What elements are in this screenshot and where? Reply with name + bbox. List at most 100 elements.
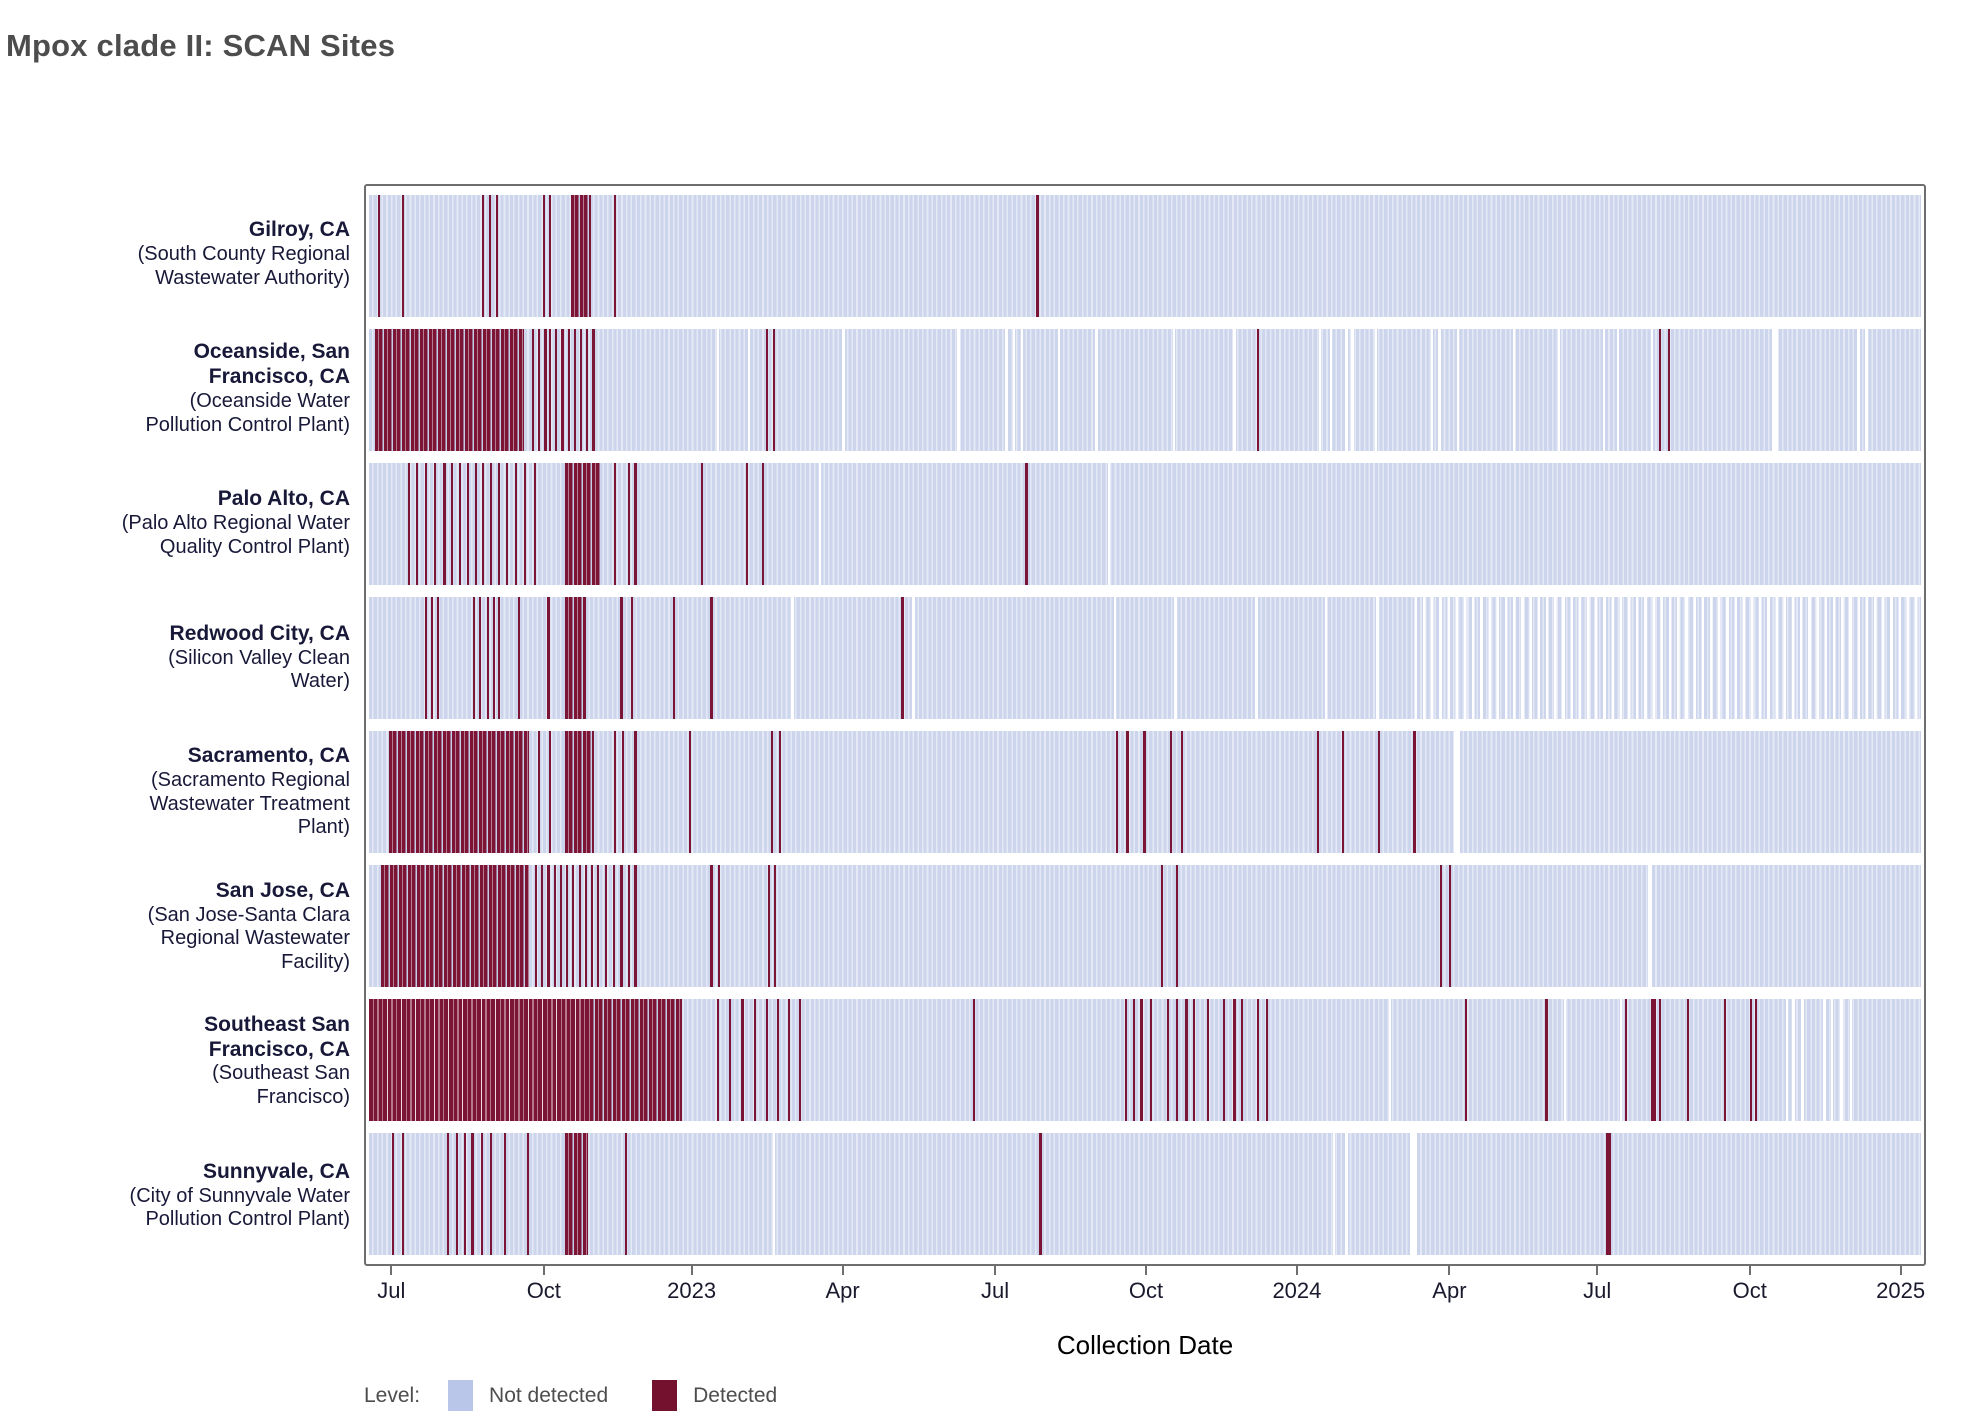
- detected-strip: [542, 195, 545, 317]
- detected-strip: [628, 865, 631, 987]
- detected-strip: [1143, 731, 1146, 853]
- detected-block: [586, 999, 683, 1121]
- site-label: Southeast San Francisco, CA (Southeast San…: [0, 1000, 350, 1123]
- detected-strip: [1176, 999, 1179, 1121]
- detected-strip: [778, 731, 781, 853]
- site-row-band: [369, 597, 1921, 719]
- detected-strip: [1317, 731, 1320, 853]
- legend-item: Detected: [652, 1380, 777, 1411]
- no-sample-gap: [1823, 999, 1826, 1121]
- site-row-band: [369, 329, 1921, 451]
- site-facility: (Southeast San: [212, 1062, 350, 1085]
- detected-strip: [538, 329, 541, 451]
- legend-swatch: [652, 1380, 678, 1411]
- x-axis-tick-label: Apr: [825, 1278, 860, 1303]
- site-city: Francisco, CA: [208, 1037, 350, 1061]
- no-sample-gap: [1830, 999, 1834, 1121]
- detected-strip: [621, 731, 625, 853]
- no-sample-gap: [1376, 597, 1379, 719]
- no-sample-gap: [1318, 329, 1322, 451]
- detected-strip: [1124, 999, 1127, 1121]
- x-axis-tick: [690, 1266, 693, 1275]
- site-row-band: [369, 463, 1921, 585]
- site-city: San Jose, CA: [215, 878, 350, 902]
- no-sample-gap: [1792, 999, 1795, 1121]
- legend-item-label: Not detected: [489, 1383, 609, 1407]
- detected-strip: [1115, 731, 1118, 853]
- detected-strip: [634, 731, 637, 853]
- no-sample-gap: [1512, 329, 1516, 451]
- detected-strip: [424, 597, 428, 719]
- detected-strip: [1668, 329, 1671, 451]
- x-axis-tick: [1748, 1266, 1751, 1275]
- detected-strip: [631, 597, 634, 719]
- site-row-band: [369, 865, 1921, 987]
- no-sample-gap: [1005, 329, 1008, 451]
- no-sample-gap: [1840, 999, 1843, 1121]
- detected-block: [369, 999, 587, 1121]
- no-sample-gap: [1650, 329, 1654, 451]
- detected-strip: [614, 731, 617, 853]
- no-sample-gap: [1113, 597, 1117, 719]
- detected-strip: [378, 195, 381, 317]
- no-sample-gap: [1172, 329, 1176, 451]
- detected-strip: [1377, 731, 1380, 853]
- detected-strip: [604, 865, 608, 987]
- detected-strip: [634, 463, 637, 585]
- detected-strip: [710, 865, 713, 987]
- detected-strip: [1169, 731, 1173, 853]
- no-sample-gap: [1058, 329, 1061, 451]
- detected-strip: [514, 463, 518, 585]
- no-sample-gap: [1564, 999, 1567, 1121]
- detected-strip: [1140, 999, 1143, 1121]
- detected-strip: [472, 597, 476, 719]
- detected-strip: [972, 999, 975, 1121]
- detected-strip: [1439, 865, 1443, 987]
- detected-strip: [401, 1133, 404, 1255]
- detected-strip: [497, 463, 500, 585]
- detected-strip: [614, 195, 617, 317]
- site-facility: (Oceanside Water: [189, 389, 350, 412]
- no-sample-gap: [842, 329, 845, 451]
- detected-strip: [493, 597, 496, 719]
- x-axis-tick-label: Apr: [1432, 1278, 1467, 1303]
- detected-strip: [471, 1133, 474, 1255]
- chart-title: Mpox clade II: SCAN Sites: [6, 28, 396, 63]
- detected-strip: [673, 597, 676, 719]
- site-facility: Regional Wastewater: [160, 927, 350, 950]
- detected-strip: [1193, 999, 1196, 1121]
- detected-strip: [701, 463, 704, 585]
- detected-strip: [547, 597, 550, 719]
- no-sample-gap: [1616, 329, 1620, 451]
- detected-strip: [753, 999, 757, 1121]
- detected-strip: [434, 463, 437, 585]
- detected-strip: [455, 1133, 459, 1255]
- detected-strip: [798, 999, 802, 1121]
- no-sample-gap: [1453, 731, 1461, 853]
- detected-strip: [766, 329, 769, 451]
- x-axis-tick-label: 2024: [1272, 1278, 1322, 1303]
- detected-strip: [549, 731, 552, 853]
- no-sample-gap: [1801, 999, 1804, 1121]
- detected-strip: [1166, 999, 1169, 1121]
- detected-strip: [559, 865, 563, 987]
- detected-strip: [517, 597, 521, 719]
- site-city: Redwood City, CA: [169, 621, 350, 645]
- no-sample-gap: [1865, 329, 1868, 451]
- site-label: Sacramento, CA (Sacramento Regional Wastew…: [0, 731, 350, 854]
- detected-strip: [431, 597, 434, 719]
- detected-strip: [766, 999, 769, 1121]
- site-row-band: [369, 195, 1921, 317]
- detected-strip: [424, 463, 428, 585]
- detected-strip: [1256, 329, 1259, 451]
- site-facility: (Silicon Valley Clean: [168, 646, 350, 669]
- detected-strip: [407, 463, 410, 585]
- detected-strip: [620, 865, 623, 987]
- site-facility: (Sacramento Regional: [151, 769, 350, 792]
- x-axis-tick-label: Jul: [377, 1278, 406, 1303]
- detected-strip: [1413, 731, 1416, 853]
- no-sample-gap: [1619, 999, 1623, 1121]
- detected-strip: [1754, 999, 1758, 1121]
- site-label: Oceanside, San Francisco, CA (Oceanside Wa…: [0, 328, 350, 451]
